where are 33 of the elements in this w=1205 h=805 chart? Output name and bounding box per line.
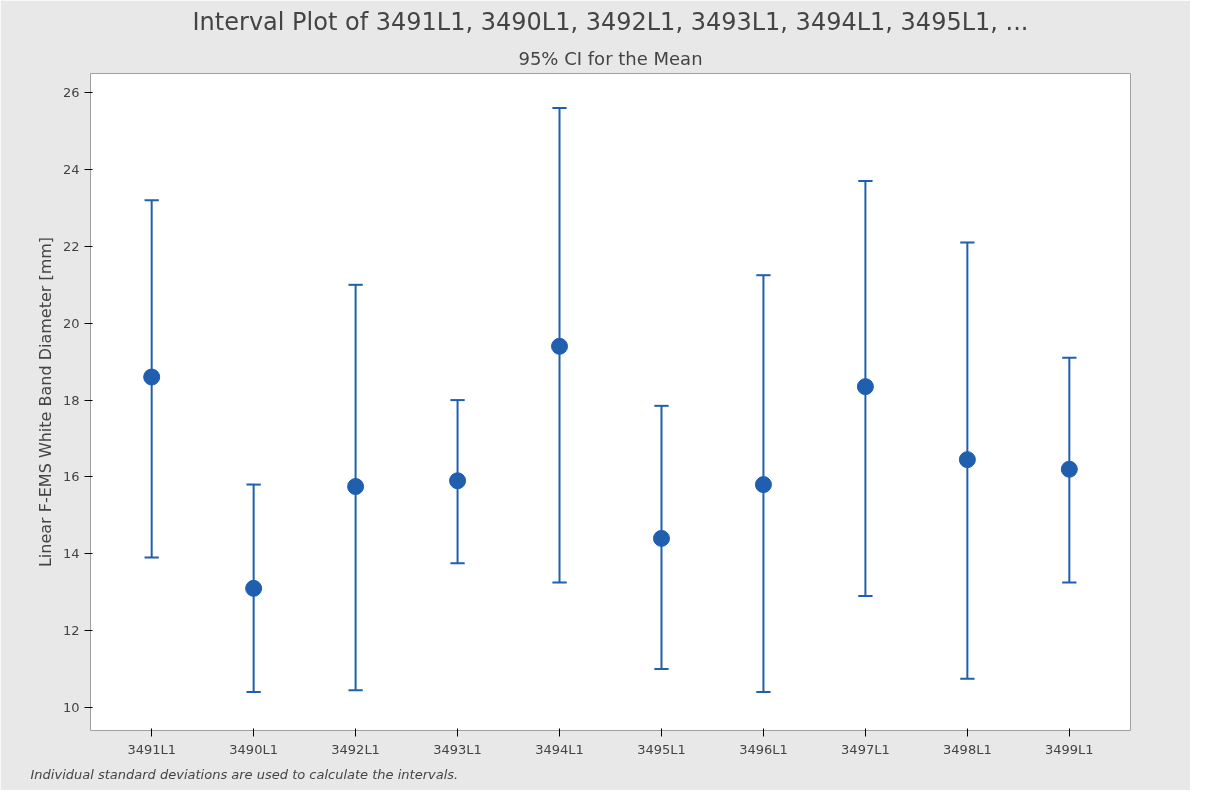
y-axis-title: Linear F-EMS White Band Diameter [mm]: [35, 236, 55, 568]
x-tick-label: 3492L1: [331, 741, 380, 757]
x-tick-label: 3494L1: [535, 741, 584, 757]
y-tick-label: 14: [62, 546, 80, 562]
x-tick-label: 3497L1: [841, 741, 890, 757]
point: [1060, 460, 1078, 478]
x-tick-label: 3493L1: [433, 741, 482, 757]
y-tick-label: 20: [62, 315, 80, 331]
y-tick-label: 10: [62, 699, 80, 715]
y-tick-label: 22: [62, 238, 80, 254]
point: [754, 476, 772, 494]
point: [551, 337, 569, 355]
y-tick-label: 12: [62, 623, 80, 639]
y-tick-label: 18: [62, 392, 80, 408]
point: [652, 529, 670, 547]
y-tick-label: 24: [62, 162, 80, 178]
point: [245, 579, 263, 597]
point: [347, 478, 365, 496]
y-tick-label: 26: [62, 85, 80, 101]
x-tick-label: 3498L1: [943, 741, 992, 757]
chart-subtitle: 95% CI for the Mean: [518, 47, 703, 69]
point: [449, 472, 467, 490]
x-tick-label: 3491L1: [127, 741, 176, 757]
x-tick-label: 3495L1: [637, 741, 686, 757]
y-tick-label: 16: [62, 469, 80, 485]
text: Individual standard deviations are used to calculate the intervals.: [30, 766, 459, 782]
point: [958, 451, 976, 469]
x-tick-label: 3496L1: [739, 741, 788, 757]
chart-title: Interval Plot of 3491L1, 3490L1, 3492L1, 3493L1, 3494L1, 3495L1, ...: [192, 7, 1029, 36]
point: [143, 368, 161, 386]
point: [856, 378, 874, 396]
x-tick-label: 3499L1: [1045, 741, 1094, 757]
x-tick-label: 3490L1: [229, 741, 278, 757]
